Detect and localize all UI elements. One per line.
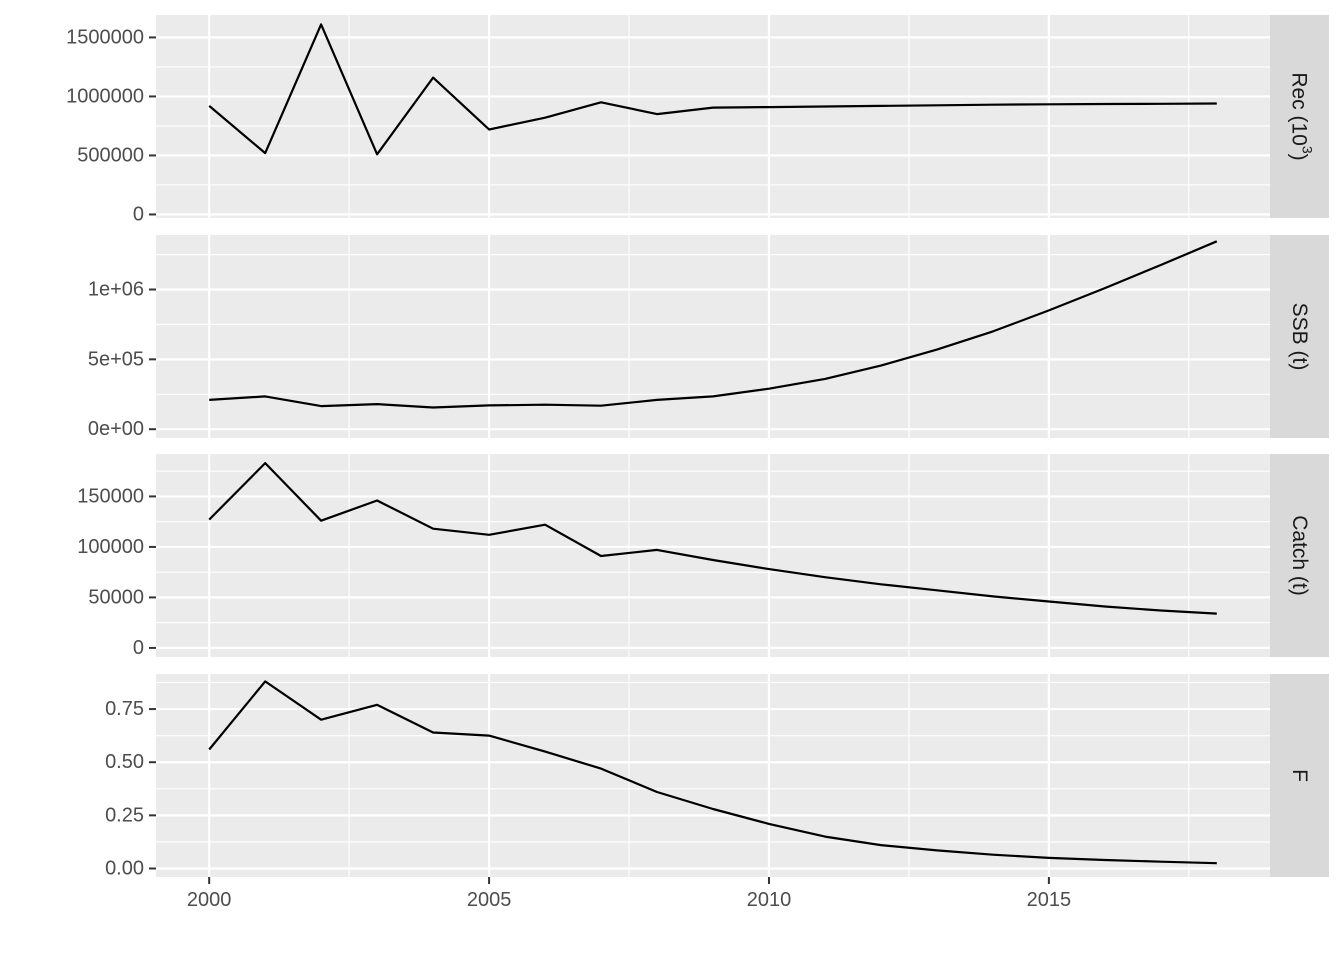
y-tick-label: 0.75 bbox=[105, 698, 144, 720]
y-tick-label: 500000 bbox=[77, 144, 144, 166]
y-tick-label: 0.50 bbox=[105, 751, 144, 773]
y-tick-label: 0 bbox=[133, 203, 144, 225]
series-line bbox=[208, 23, 1217, 156]
facet-strip bbox=[1270, 235, 1329, 438]
y-tick-label: 0e+00 bbox=[88, 418, 144, 440]
x-tick-label: 2000 bbox=[187, 889, 232, 911]
x-axis: 2000 2005 2010 2015 bbox=[187, 877, 1071, 911]
y-tick-label: 1500000 bbox=[66, 26, 144, 48]
x-tick-label: 2010 bbox=[747, 889, 792, 911]
y-tick-label: 1000000 bbox=[66, 85, 144, 107]
facet-strip-label: Rec (103) bbox=[1288, 72, 1316, 160]
y-tick-label: 150000 bbox=[77, 485, 144, 507]
panel-background bbox=[156, 674, 1270, 877]
facet-strip bbox=[1270, 454, 1329, 657]
facet-strip bbox=[1270, 15, 1329, 218]
panel-background bbox=[156, 235, 1270, 438]
facet-strip bbox=[1270, 674, 1329, 877]
facet-panel: 0 500000 1000000 1500000 Rec (103) bbox=[66, 15, 1329, 225]
y-tick-label: 0.00 bbox=[105, 857, 144, 879]
facet-panel: 0.00 0.25 0.50 0.75 F bbox=[105, 674, 1329, 879]
panel-background bbox=[156, 454, 1270, 657]
y-tick-label: 50000 bbox=[88, 586, 144, 608]
facet-panel: 0 50000 100000 150000 Catch (t) bbox=[77, 454, 1329, 659]
facet-panel: 0e+00 5e+05 1e+06 SSB (t) bbox=[88, 235, 1329, 440]
series-line bbox=[209, 240, 1218, 409]
series-line bbox=[208, 680, 1217, 865]
series-line bbox=[208, 462, 1217, 615]
x-tick-label: 2015 bbox=[1027, 889, 1072, 911]
facet-strip-label: SSB (t) bbox=[1288, 303, 1311, 371]
facet-strip-label: Catch (t) bbox=[1288, 515, 1311, 596]
y-tick-label: 0.25 bbox=[105, 804, 144, 826]
y-tick-label: 1e+06 bbox=[88, 278, 144, 300]
y-tick-label: 0 bbox=[133, 637, 144, 659]
x-tick-label: 2005 bbox=[467, 889, 512, 911]
panel-background bbox=[156, 15, 1270, 218]
y-tick-label: 100000 bbox=[77, 536, 144, 558]
facet-strip-label: F bbox=[1288, 769, 1311, 782]
y-tick-label: 5e+05 bbox=[88, 348, 144, 370]
